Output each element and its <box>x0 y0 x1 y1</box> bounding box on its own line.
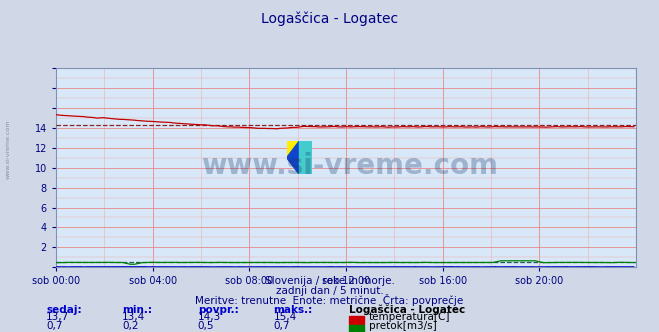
Text: Logaščica - Logatec: Logaščica - Logatec <box>349 304 465 315</box>
Text: 13,7: 13,7 <box>46 312 69 322</box>
Text: Meritve: trenutne  Enote: metrične  Črta: povprečje: Meritve: trenutne Enote: metrične Črta: … <box>195 294 464 306</box>
Text: 0,5: 0,5 <box>198 321 214 331</box>
Text: Slovenija / reke in morje.: Slovenija / reke in morje. <box>264 276 395 286</box>
Text: www.si-vreme.com: www.si-vreme.com <box>201 152 498 180</box>
Polygon shape <box>287 141 299 158</box>
Polygon shape <box>299 141 312 174</box>
Text: www.si-vreme.com: www.si-vreme.com <box>5 120 11 179</box>
Text: sedaj:: sedaj: <box>46 305 82 315</box>
Text: 0,7: 0,7 <box>273 321 290 331</box>
Text: min.:: min.: <box>122 305 152 315</box>
Text: temperatura[C]: temperatura[C] <box>369 312 451 322</box>
Text: Logaščica - Logatec: Logaščica - Logatec <box>261 12 398 26</box>
Text: pretok[m3/s]: pretok[m3/s] <box>369 321 437 331</box>
Text: 0,7: 0,7 <box>46 321 63 331</box>
Polygon shape <box>287 141 299 174</box>
Text: maks.:: maks.: <box>273 305 313 315</box>
Text: 0,2: 0,2 <box>122 321 138 331</box>
Text: povpr.:: povpr.: <box>198 305 239 315</box>
Text: 13,4: 13,4 <box>122 312 145 322</box>
Text: 14,3: 14,3 <box>198 312 221 322</box>
Text: 15,4: 15,4 <box>273 312 297 322</box>
Text: zadnji dan / 5 minut.: zadnji dan / 5 minut. <box>275 286 384 296</box>
